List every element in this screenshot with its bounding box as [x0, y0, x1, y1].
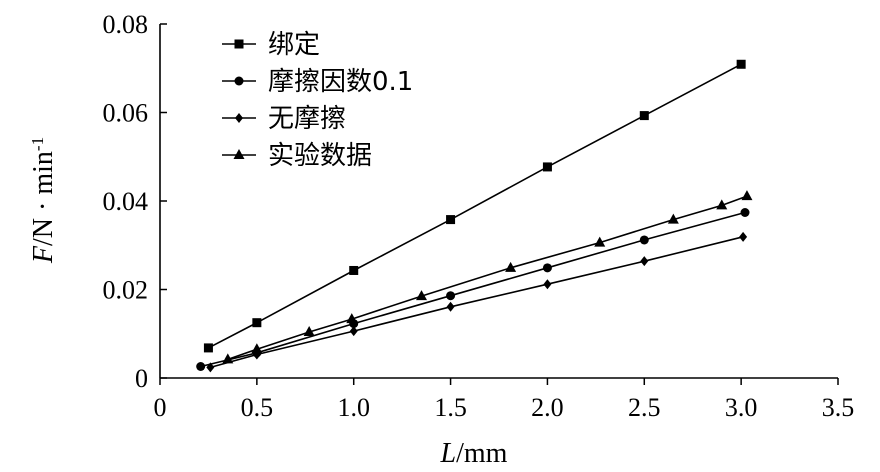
legend-item: 绑定 [222, 30, 320, 60]
series-line [227, 195, 748, 361]
series-diamond [206, 231, 748, 373]
legend-label: 实验数据 [268, 141, 372, 171]
data-point-square [203, 343, 213, 353]
x-axis-unit: /mm [456, 438, 508, 469]
y-tick-label: 0.08 [103, 10, 149, 39]
legend-label: 绑定 [268, 30, 320, 60]
data-point-triangle [741, 190, 753, 201]
y-tick-label: 0 [135, 364, 148, 393]
legend-label: 摩擦因数0.1 [268, 67, 413, 97]
y-ticks: 0 0.02 0.04 0.06 0.08 [103, 10, 167, 393]
data-point-triangle [251, 343, 263, 354]
x-tick-label: 2.0 [531, 393, 564, 422]
data-point-diamond [206, 362, 215, 373]
data-point-triangle [594, 236, 606, 247]
data-point-square [736, 59, 746, 69]
legend-item: 实验数据 [222, 141, 372, 171]
x-tick-label: 0.5 [241, 393, 274, 422]
x-axis-variable: L [440, 438, 457, 469]
series-line [200, 211, 746, 368]
data-point-triangle [505, 261, 517, 272]
series-triangle [222, 190, 753, 364]
x-tick-label: 3.5 [822, 393, 855, 422]
data-point-diamond [543, 279, 552, 290]
legend-marker-triangle [233, 149, 245, 159]
data-point-square [446, 215, 456, 225]
data-point-circle [446, 291, 456, 301]
data-point-diamond [739, 231, 748, 242]
series-circle [196, 208, 750, 371]
data-point-circle [740, 208, 750, 218]
y-axis-unit: /N · min [28, 151, 59, 246]
x-tick-label: 2.5 [628, 393, 661, 422]
y-axis-variable: F [28, 245, 59, 264]
legend-item: 无摩擦 [222, 104, 346, 134]
y-axis-title: F/N · min-1 [28, 137, 60, 264]
data-point-diamond [640, 256, 649, 267]
y-tick-label: 0.06 [103, 99, 149, 128]
axes [159, 24, 838, 379]
data-point-circle [196, 361, 206, 371]
legend-marker-diamond [235, 113, 243, 123]
data-point-triangle [716, 199, 728, 210]
data-point-triangle [303, 325, 315, 336]
data-point-triangle [667, 213, 679, 224]
data-point-triangle [416, 290, 428, 301]
y-tick-label: 0.02 [103, 276, 149, 305]
data-point-square [542, 162, 552, 172]
y-axis-unit-superscript: -1 [28, 137, 47, 151]
legend-marker-circle [234, 76, 244, 86]
legend-item: 摩擦因数0.1 [222, 67, 413, 97]
legend-marker-square [234, 39, 244, 49]
x-tick-label: 0 [154, 393, 167, 422]
data-point-diamond [446, 301, 455, 312]
x-axis-title: L/mm [440, 438, 508, 469]
data-point-square [639, 111, 649, 121]
data-point-diamond [349, 326, 358, 337]
series-layer [196, 59, 753, 373]
x-tick-label: 3.0 [725, 393, 758, 422]
y-tick-label: 0.04 [103, 187, 149, 216]
x-ticks: 0 0.5 1.0 1.5 2.0 2.5 3.0 3.5 [154, 378, 855, 422]
x-tick-label: 1.0 [337, 393, 370, 422]
series-line [210, 236, 744, 369]
x-tick-label: 1.5 [434, 393, 467, 422]
data-point-triangle [222, 353, 234, 364]
data-point-square [349, 265, 359, 275]
data-point-square [252, 318, 262, 328]
data-point-circle [639, 235, 649, 245]
data-point-circle [542, 263, 552, 273]
data-point-triangle [346, 313, 358, 324]
series-square [203, 59, 746, 353]
legend-label: 无摩擦 [268, 104, 346, 134]
